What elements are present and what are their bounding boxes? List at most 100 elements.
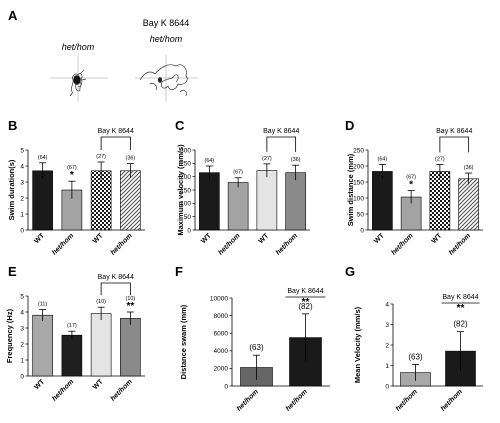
y-tick-label: 8000 <box>214 313 229 320</box>
category-label: het/hom <box>217 232 241 256</box>
significance-marker: * <box>70 170 74 181</box>
panel-g-letter: G <box>345 264 355 279</box>
trajectory-left <box>50 55 108 102</box>
bracket-label: Bay K 8644 <box>442 294 478 301</box>
bar <box>372 171 393 231</box>
count-label: (63) <box>408 352 423 361</box>
count-label: (27) <box>435 156 445 162</box>
panel-a: A Bay K 8644 het/hom het/hom <box>8 8 198 102</box>
y-tick-label: 2000 <box>214 366 229 373</box>
bar <box>90 313 112 377</box>
panel-b: B 0 1 2 3 4 5 Swim duration(s) (64) WT (67)* het/ho… <box>7 118 145 257</box>
bracket <box>266 136 297 152</box>
bracket-label: Bay K 8644 <box>263 128 299 135</box>
count-label: (11) <box>38 302 48 308</box>
y-tick-label: 3 <box>20 325 24 332</box>
panel-g: G 0 1 2 3 4 Mean Velocity (mm/s) (63) het/hom (82… <box>345 264 483 413</box>
y-tick-label: 2 <box>20 195 24 202</box>
count-label: (82) <box>298 302 313 311</box>
y-tick-label: 4 <box>20 163 24 170</box>
count-label: (27) <box>96 154 106 160</box>
category-label: het/hom <box>395 388 419 412</box>
y-tick-label: 0 <box>224 383 228 390</box>
bracket <box>100 136 131 150</box>
panel-d-letter: D <box>345 118 354 133</box>
panel-c-letter: C <box>175 118 185 133</box>
y-tick-label: 250 <box>353 147 364 154</box>
y-tick-label: 0 <box>20 227 24 234</box>
count-label: (63) <box>249 343 264 352</box>
y-tick-label: 2 <box>385 342 389 349</box>
bar <box>285 172 306 231</box>
panel-e-letter: E <box>8 264 17 279</box>
bar <box>120 170 141 231</box>
count-label: (10) <box>96 299 106 305</box>
y-tick-label: 0 <box>385 383 389 390</box>
y-tick-label: 250 <box>180 161 191 168</box>
bracket <box>439 136 470 153</box>
y-tick-label: 50 <box>357 211 365 218</box>
y-axis-label: Swim distance (mm) <box>346 153 355 226</box>
significance-marker: ** <box>126 301 134 312</box>
y-tick-label: 0 <box>20 373 24 380</box>
count-label: (10) <box>125 296 135 302</box>
y-axis-label: Maximum velocity (mm/s) <box>176 144 185 236</box>
y-axis-label: Swim duration(s) <box>7 159 16 220</box>
count-label: (67) <box>233 170 243 176</box>
count-label: (64) <box>377 156 387 162</box>
bracket-label: Bay K 8644 <box>436 128 472 135</box>
y-tick-label: 4 <box>385 301 389 308</box>
bar <box>227 182 249 231</box>
y-tick-label: 150 <box>353 179 364 186</box>
count-label: (17) <box>67 323 77 329</box>
category-label: het/hom <box>390 232 414 256</box>
bracket-label: Bay K 8644 <box>98 274 134 281</box>
y-tick-label: 4 <box>20 309 24 316</box>
category-label: WT <box>92 232 105 245</box>
count-label: (36) <box>125 156 135 162</box>
count-label: (27) <box>262 156 272 162</box>
panel-f-letter: F <box>175 264 183 279</box>
count-label: (82) <box>453 320 468 329</box>
y-tick-label: 0 <box>187 227 191 234</box>
bar <box>458 178 479 231</box>
panel-a-left-label: het/hom <box>62 42 95 52</box>
y-tick-label: 0 <box>360 227 364 234</box>
bar <box>90 170 112 231</box>
count-label: (67) <box>67 165 77 171</box>
y-tick-label: 3 <box>385 322 389 329</box>
category-label: het/hom <box>285 388 309 412</box>
y-axis-label: Distance swam (mm) <box>179 304 188 379</box>
y-tick-label: 5 <box>20 293 24 300</box>
category-label: het/hom <box>51 378 75 402</box>
bar <box>32 314 53 377</box>
category-label: WT <box>92 378 105 391</box>
panel-b-letter: B <box>8 118 17 133</box>
panel-e: E 0 1 2 3 4 5 Frequency (Hz) (11) WT (17) het/hom (1… <box>5 264 145 403</box>
y-tick-label: 200 <box>353 163 364 170</box>
category-label: het/hom <box>110 378 134 402</box>
y-tick-label: 4000 <box>214 348 229 355</box>
category-label: WT <box>431 232 444 245</box>
y-tick-label: 100 <box>353 195 364 202</box>
category-label: het/hom <box>110 232 134 256</box>
category-label: het/hom <box>448 232 472 256</box>
trajectory-right <box>135 55 198 102</box>
y-tick-label: 50 <box>184 214 192 221</box>
y-tick-label: 100 <box>180 201 191 208</box>
y-tick-label: 150 <box>180 187 191 194</box>
y-tick-label: 1 <box>385 363 389 370</box>
category-label: WT <box>373 232 386 245</box>
category-label: WT <box>258 232 271 245</box>
category-label: het/hom <box>51 232 75 256</box>
category-label: WT <box>200 232 213 245</box>
y-tick-label: 1 <box>20 357 24 364</box>
panel-a-letter: A <box>8 8 18 23</box>
bar <box>32 170 53 231</box>
y-tick-label: 300 <box>180 147 191 154</box>
category-label: het/hom <box>236 388 260 412</box>
category-label: WT <box>33 232 46 245</box>
y-axis-label: Mean Velocity (mm/s) <box>353 306 362 383</box>
